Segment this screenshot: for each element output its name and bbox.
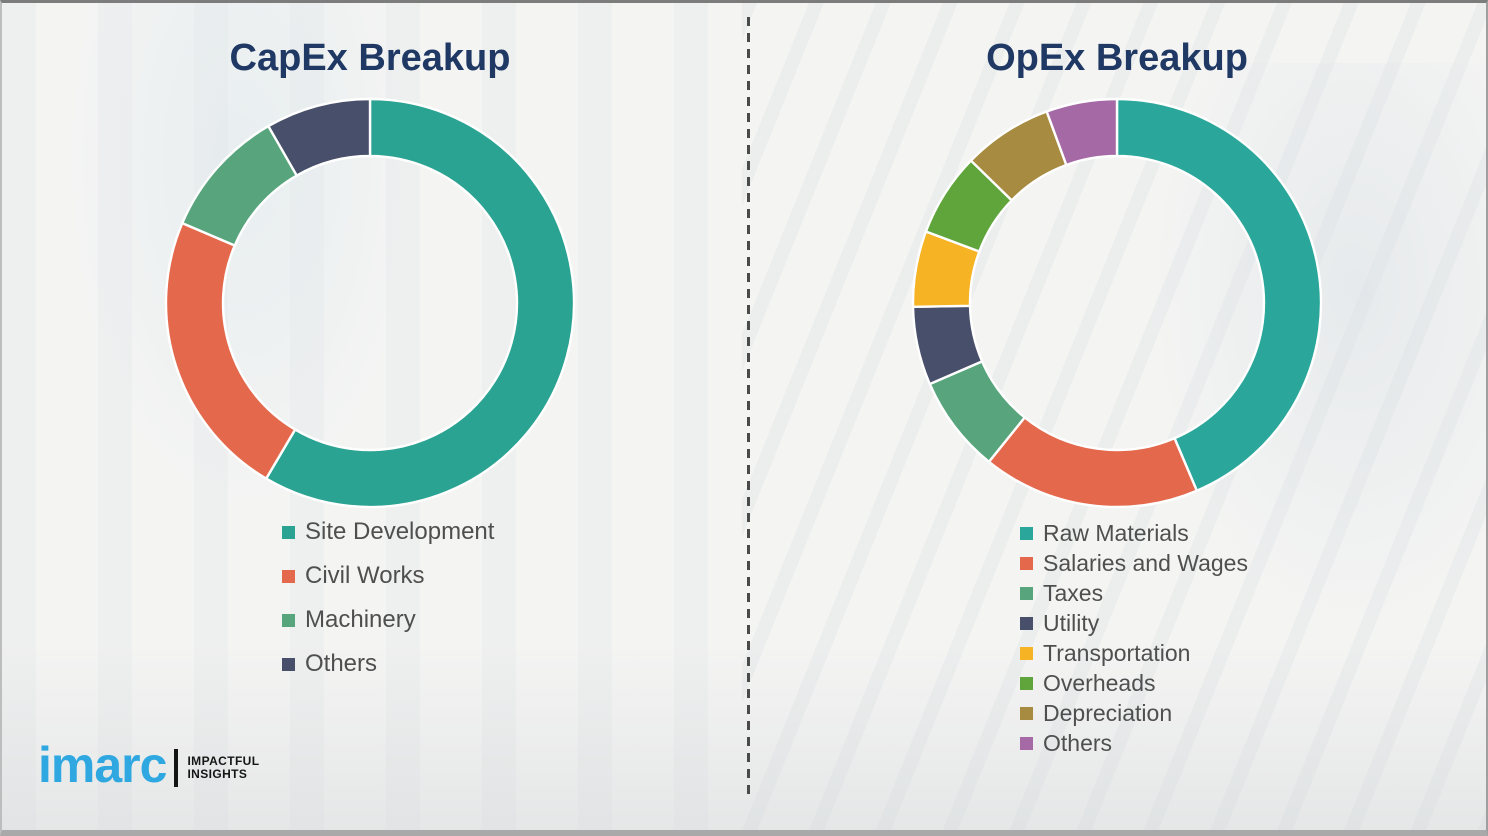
donut-segment-site-development [264, 97, 576, 509]
divider-dashed-line [747, 17, 750, 795]
legend-item-others: Others [282, 642, 494, 686]
legend-swatch [1020, 676, 1033, 690]
donut-segment-salaries-and-wages [987, 416, 1199, 509]
imarc-tagline: IMPACTFUL INSIGHTS [187, 755, 259, 781]
legend-swatch [1020, 556, 1033, 570]
legend-item-transportation: Transportation [1020, 638, 1248, 668]
legend-item-machinery: Machinery [282, 598, 494, 642]
legend-item-taxes: Taxes [1020, 578, 1248, 608]
legend-label: Utility [1043, 609, 1100, 636]
logo-divider-bar [174, 749, 179, 787]
legend-item-others: Others [1020, 728, 1248, 758]
donut-segment-raw-materials [1115, 97, 1323, 492]
donut-segment-others [267, 97, 372, 177]
legend-swatch [282, 657, 295, 671]
opex-title: OpEx Breakup [986, 37, 1248, 79]
capex-donut-chart [164, 97, 576, 509]
imarc-logo-text: imarc [38, 737, 167, 793]
legend-label: Machinery [305, 606, 416, 633]
legend-label: Salaries and Wages [1043, 549, 1248, 576]
donut-segment-civil-works [164, 221, 297, 480]
capex-legend: Site Development Civil Works Machinery Othe… [282, 510, 494, 686]
legend-swatch [1020, 586, 1033, 600]
legend-swatch [282, 613, 295, 627]
legend-item-salaries-and-wages: Salaries and Wages [1020, 548, 1248, 578]
legend-label: Taxes [1043, 579, 1104, 606]
legend-swatch [1020, 616, 1033, 630]
legend-label: Overheads [1043, 669, 1156, 696]
opex-legend: Raw Materials Salaries and Wages Taxes Util… [1020, 518, 1248, 758]
imarc-logo: imarc IMPACTFUL INSIGHTS [38, 739, 259, 791]
legend-swatch [1020, 706, 1033, 720]
legend-label: Others [305, 650, 378, 677]
donut-segment-others [1045, 97, 1119, 167]
legend-label: Raw Materials [1043, 519, 1189, 546]
opex-panel: OpEx Breakup Raw Materials Salaries and W… [910, 29, 1324, 756]
opex-donut-chart [911, 97, 1323, 509]
legend-item-raw-materials: Raw Materials [1020, 518, 1248, 548]
legend-item-overheads: Overheads [1020, 668, 1248, 698]
capex-title: CapEx Breakup [229, 37, 511, 79]
legend-label: Transportation [1043, 639, 1191, 666]
capex-panel: CapEx Breakup Site Development Civil Work… [163, 29, 577, 677]
legend-swatch [282, 569, 295, 583]
legend-swatch [282, 525, 295, 539]
legend-swatch [1020, 736, 1033, 750]
legend-item-depreciation: Depreciation [1020, 698, 1248, 728]
legend-swatch [1020, 526, 1033, 540]
legend-item-utility: Utility [1020, 608, 1248, 638]
tagline-line1: IMPACTFUL [187, 754, 260, 768]
legend-swatch [1020, 646, 1033, 660]
legend-label: Civil Works [305, 562, 425, 589]
legend-label: Depreciation [1043, 699, 1173, 726]
legend-label: Others [1043, 729, 1113, 756]
legend-label: Site Development [305, 518, 495, 545]
tagline-line2: INSIGHTS [187, 767, 248, 781]
legend-item-civil-works: Civil Works [282, 554, 494, 598]
legend-item-site-development: Site Development [282, 510, 494, 554]
